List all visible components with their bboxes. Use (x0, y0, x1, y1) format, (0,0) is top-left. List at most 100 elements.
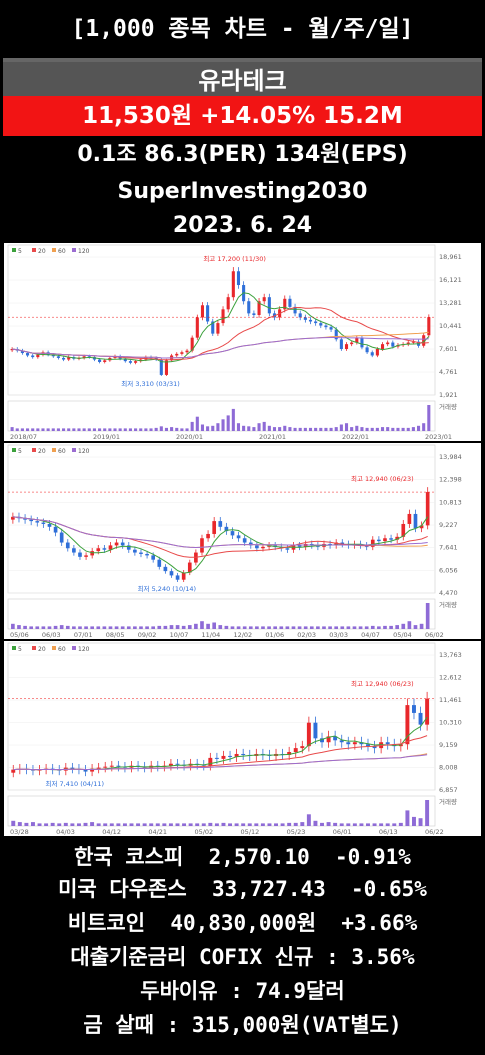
volume-bar (96, 823, 101, 826)
volume-bar (70, 823, 75, 826)
volume-bar (257, 423, 261, 431)
volume-bar (370, 625, 375, 629)
ma-line-120 (12, 337, 429, 359)
candle-body (11, 769, 16, 773)
candle-body (425, 492, 430, 526)
volume-bar (155, 823, 160, 826)
candle-body (139, 552, 143, 554)
x-tick-label: 02/03 (297, 631, 316, 639)
volume-bar (405, 810, 410, 826)
volume-bar (136, 823, 141, 826)
volume-bar (319, 427, 323, 431)
volume-bar (288, 427, 292, 431)
candle-body (96, 767, 101, 769)
candle-body (10, 349, 14, 351)
volume-bar (360, 427, 364, 431)
volume-bar (90, 822, 95, 826)
volume-bar (162, 823, 167, 826)
volume-bar (15, 428, 19, 431)
volume-bar (280, 823, 285, 826)
price-line: 11,530원 +14.05% 15.2M (3, 96, 482, 136)
candle-body (230, 531, 235, 536)
volume-bar (252, 427, 256, 431)
volume-bar (159, 426, 163, 431)
candle-body (352, 742, 357, 745)
legend-label: 120 (78, 448, 90, 455)
candle-body (366, 744, 370, 747)
volume-bar (231, 408, 235, 431)
volume-bar (320, 822, 324, 826)
volume-bar (139, 626, 143, 629)
volume-bar (322, 626, 326, 629)
x-tick-label: 2020/01 (176, 433, 203, 441)
x-tick-label: 04/12 (102, 828, 121, 836)
candle-body (340, 542, 345, 544)
volume-bar (212, 622, 217, 629)
volume-bar (226, 415, 230, 431)
volume-bar (274, 823, 278, 826)
volume-bar (385, 823, 390, 826)
candle-body (26, 353, 30, 356)
legend-label: 20 (38, 646, 46, 653)
volume-bar (87, 428, 91, 431)
volume-bar (208, 822, 213, 826)
volume-bar (255, 626, 259, 629)
volume-label: 거래량 (439, 797, 457, 806)
volume-bar (164, 427, 168, 431)
candle-body (406, 342, 410, 345)
volume-bar (151, 626, 156, 629)
volume-bar (170, 427, 174, 431)
volume-bar (149, 428, 153, 431)
volume-bar (190, 421, 194, 431)
volume-bar (366, 823, 370, 826)
volume-bar (56, 428, 60, 431)
volume-bar (329, 427, 333, 431)
volume-bar (133, 626, 137, 629)
candle-body (224, 526, 229, 532)
candle-body (370, 352, 374, 356)
y-tick-label: 13,763 (439, 651, 462, 659)
candle-body (413, 513, 418, 529)
candle-body (78, 552, 82, 557)
volume-bar (163, 625, 168, 629)
candle-body (333, 736, 338, 741)
volume-bar (283, 425, 287, 431)
candle-body (234, 753, 239, 757)
volume-area (7, 598, 436, 630)
candle-body (344, 344, 349, 350)
candle-body (214, 757, 219, 759)
candle-body (326, 736, 331, 743)
candle-body (195, 317, 199, 338)
volume-bar (29, 626, 34, 629)
x-tick-label: 04/07 (361, 631, 380, 639)
legend-label: 5 (18, 248, 22, 255)
volume-bar (63, 822, 68, 826)
volume-bar (98, 428, 102, 431)
high-annotation: 최고 12,940 (06/23) (351, 474, 414, 483)
candle-body (103, 766, 108, 768)
legend-label: 20 (38, 448, 46, 455)
x-tick-label: 07/01 (74, 631, 93, 639)
candle-body (425, 698, 430, 725)
y-tick-label: 13,984 (439, 453, 462, 461)
volume-bar (200, 424, 205, 431)
x-tick-label: 05/02 (194, 828, 213, 836)
candle-body (175, 763, 180, 765)
volume-bar (195, 416, 199, 431)
legend-swatch (32, 448, 36, 452)
monthly-chart: 5 20 60 120 18,961 16,121 13,281 10,441 7,601 4,7… (4, 243, 481, 441)
volume-bar (200, 621, 204, 629)
kospi-line: 한국 코스피 2,570.10 -0.91% (74, 845, 411, 869)
candle-body (385, 742, 390, 745)
volume-bar (90, 626, 95, 629)
candle-body (360, 337, 364, 348)
volume-bar (254, 823, 259, 826)
candle-body (83, 769, 88, 772)
volume-bar (230, 626, 235, 629)
chart-svg: 5 20 60 120 13,984 12,398 10,813 9,227 7,641 6,05… (7, 444, 462, 639)
legend-swatch (72, 646, 76, 650)
x-tick-label: 2019/01 (93, 433, 120, 441)
y-tick-label: 12,612 (439, 674, 462, 682)
volume-bar (195, 823, 200, 826)
ma-line-5 (12, 516, 429, 574)
